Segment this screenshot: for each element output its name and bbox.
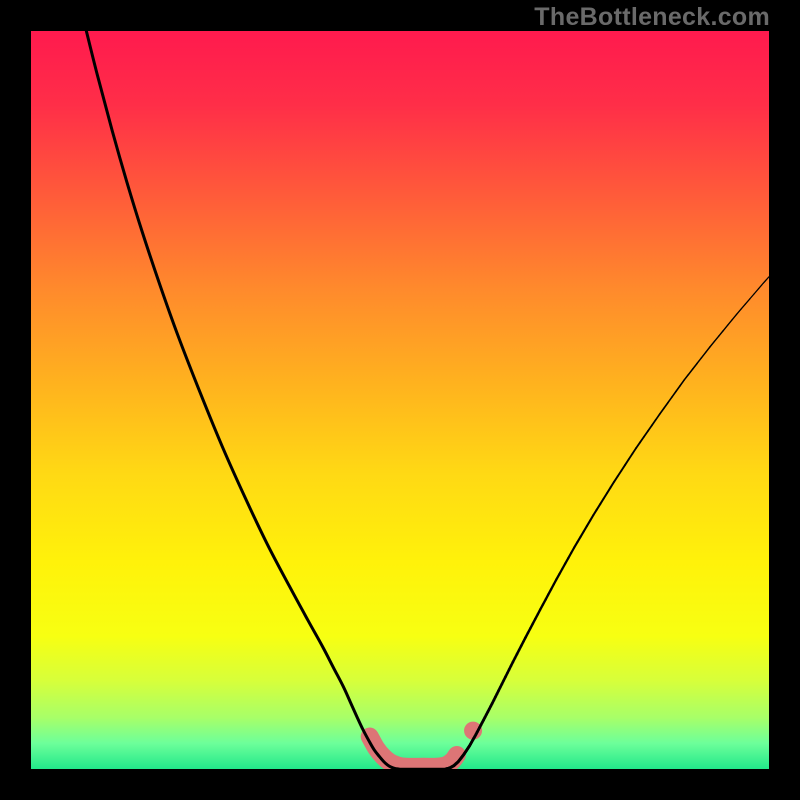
chart-svg-overlay (31, 31, 769, 769)
curve-right (446, 277, 769, 769)
plot-area (31, 31, 769, 769)
chart-stage: TheBottleneck.com (0, 0, 800, 800)
watermark-text: TheBottleneck.com (534, 3, 770, 32)
curve-left (86, 31, 398, 769)
